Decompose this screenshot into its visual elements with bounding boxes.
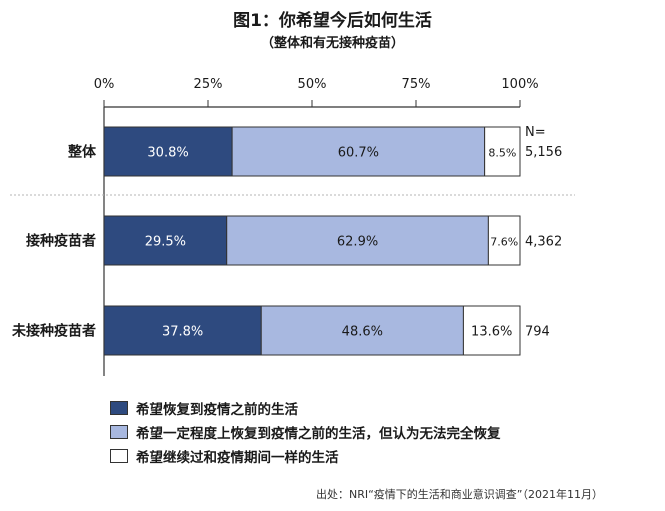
legend-swatch-2 [110,425,128,439]
data-label: 29.5% [145,235,186,250]
data-label: 60.7% [338,146,379,161]
bar-segment [484,126,521,177]
x-tick-label: 25% [194,77,223,92]
data-label: 8.5% [488,147,516,160]
chart-title: 图1：你希望今后如何生活 [233,11,432,31]
legend-label-3: 希望继续过和疫情期间一样的生活 [136,450,339,466]
data-label: 7.6% [490,236,518,249]
legend-label-2: 希望一定程度上恢复到疫情之前的生活，但认为无法完全恢复 [136,426,501,442]
x-tick-label: 75% [402,77,431,92]
bar-segment [487,215,521,266]
bar-segment [103,305,262,356]
legend-swatch-3 [110,449,128,463]
data-label: 62.9% [337,235,378,250]
category-label: 整体 [67,144,97,161]
bar-segment [103,215,228,266]
legend-label-1: 希望恢复到疫情之前的生活 [136,402,298,418]
data-label: 37.8% [162,325,203,340]
x-tick-label: 100% [501,77,538,92]
n-header: N= [525,125,546,140]
bar-segment [226,215,489,266]
x-tick-label: 50% [298,77,327,92]
data-label: 30.8% [147,146,188,161]
legend-item-3: 希望继续过和疫情期间一样的生活 [110,444,501,468]
legend-swatch-1 [110,401,128,415]
x-tick-label: 0% [94,77,115,92]
n-value: 794 [525,325,550,340]
source-note: 出处：NRI“疫情下的生活和商业意识调查”（2021年11月） [315,488,603,501]
n-value: 4,362 [525,235,562,250]
legend: 希望恢复到疫情之前的生活 希望一定程度上恢复到疫情之前的生活，但认为无法完全恢复… [110,396,501,468]
n-value: 5,156 [525,145,562,160]
category-label: 接种疫苗者 [26,233,96,250]
bar-segment [260,305,464,356]
chart-subtitle: （整体和有无接种疫苗） [260,36,404,51]
data-label: 13.6% [471,325,512,340]
stacked-bar-chart: 0% 25% 50% 75% 100% N= 整体 30.8% 60.7% 8.5% 5,156 接种… [10,77,575,376]
data-label: 48.6% [342,325,383,340]
bar-segment [462,305,521,356]
legend-item-1: 希望恢复到疫情之前的生活 [110,396,501,420]
legend-item-2: 希望一定程度上恢复到疫情之前的生活，但认为无法完全恢复 [110,420,501,444]
category-label: 未接种疫苗者 [12,323,96,340]
